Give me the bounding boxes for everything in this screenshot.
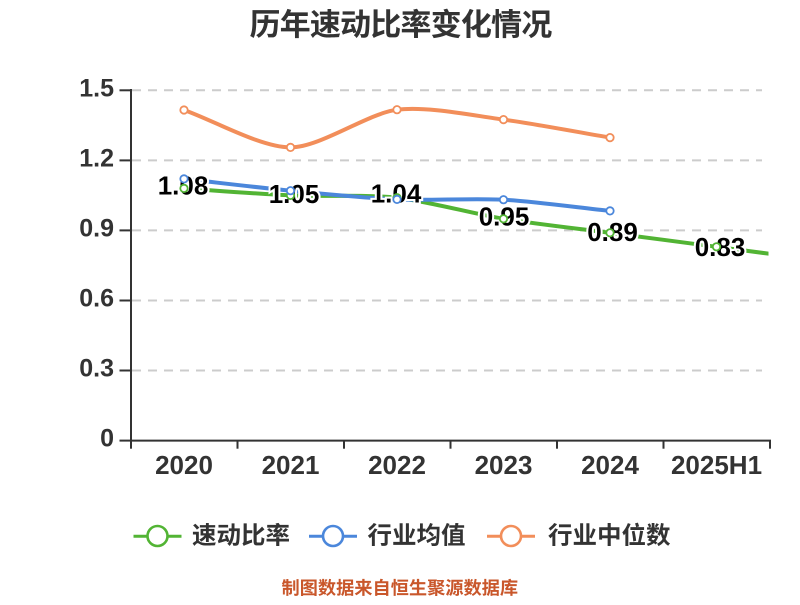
svg-text:2023: 2023 xyxy=(475,450,533,480)
svg-text:0.9: 0.9 xyxy=(79,215,114,243)
svg-text:2024: 2024 xyxy=(581,450,639,480)
svg-text:0.6: 0.6 xyxy=(79,285,114,313)
svg-text:0: 0 xyxy=(100,425,114,453)
svg-text:2022: 2022 xyxy=(368,450,426,480)
svg-text:2021: 2021 xyxy=(262,450,320,480)
svg-text:0.3: 0.3 xyxy=(79,355,114,383)
svg-text:1.2: 1.2 xyxy=(79,145,114,173)
svg-text:2025H1: 2025H1 xyxy=(671,450,762,480)
svg-text:1.5: 1.5 xyxy=(79,74,114,102)
svg-text:2020: 2020 xyxy=(155,450,213,480)
